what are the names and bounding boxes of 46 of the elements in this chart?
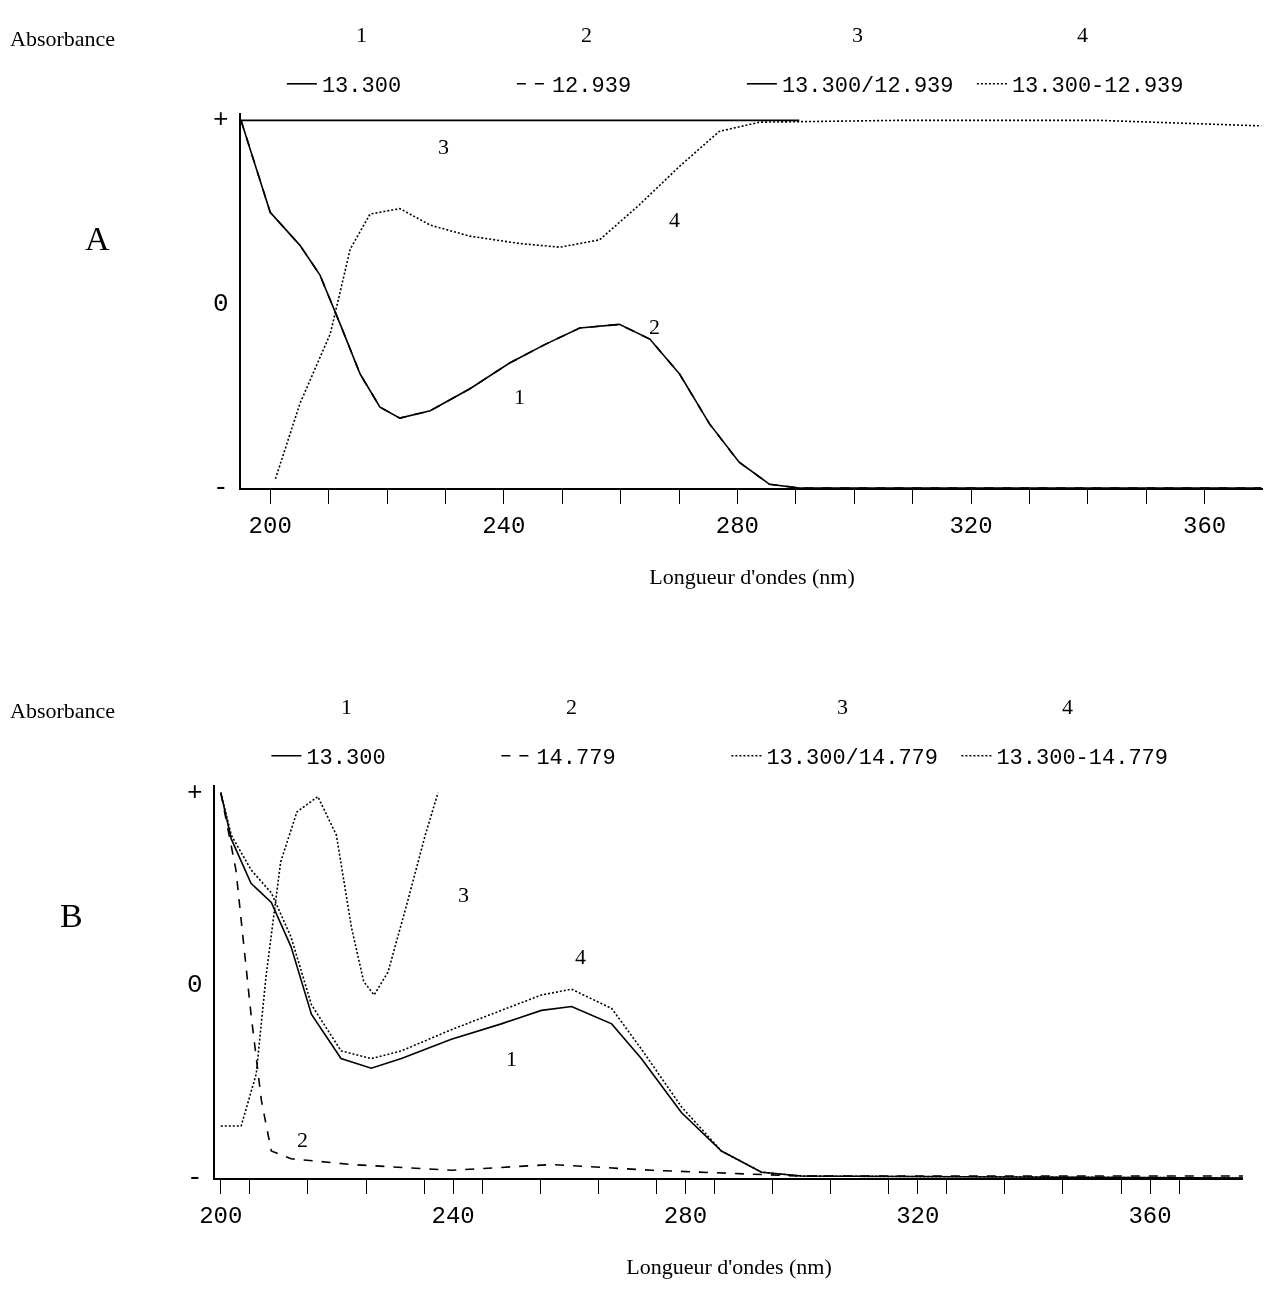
annotation: 1 bbox=[514, 384, 525, 409]
x-tick-label: 240 bbox=[482, 512, 526, 540]
legend-label: 13.300-14.779 bbox=[996, 746, 1169, 772]
text: 3 bbox=[852, 22, 863, 47]
text: A bbox=[85, 220, 110, 257]
x-tick-label: 200 bbox=[248, 512, 292, 540]
text: + bbox=[213, 105, 229, 135]
annotation: 1 bbox=[506, 1046, 517, 1071]
x-tick-label: 320 bbox=[896, 1202, 940, 1230]
x-tick-label: 320 bbox=[949, 512, 993, 540]
text: - bbox=[213, 473, 229, 503]
text: 1 bbox=[356, 22, 367, 47]
text: 2 bbox=[566, 694, 577, 719]
text: 0 bbox=[213, 289, 229, 319]
legend-label: 12.939 bbox=[551, 74, 632, 100]
x-tick-label: 280 bbox=[663, 1202, 708, 1230]
text: 1 bbox=[341, 694, 352, 719]
annotation: 2 bbox=[297, 1127, 308, 1152]
annotation: 3 bbox=[438, 134, 449, 159]
annotation: 4 bbox=[575, 944, 586, 969]
text: + bbox=[187, 778, 203, 808]
text: 4 bbox=[1077, 22, 1088, 47]
x-tick-label: 360 bbox=[1182, 512, 1227, 540]
x-tick-label: 360 bbox=[1128, 1202, 1172, 1230]
text: - bbox=[187, 1163, 203, 1193]
y-axis-title: Absorbance bbox=[10, 698, 116, 723]
annotation: 4 bbox=[669, 207, 680, 232]
x-axis-title: Longueur d'ondes (nm) bbox=[626, 1254, 832, 1280]
legend-label: 13.300/14.779 bbox=[766, 746, 939, 772]
legend-label: 14.779 bbox=[536, 746, 616, 772]
x-tick-label: 240 bbox=[431, 1202, 475, 1230]
annotation: 3 bbox=[458, 882, 469, 907]
x-axis-title: Longueur d'ondes (nm) bbox=[649, 564, 855, 590]
text: 2 bbox=[581, 22, 592, 47]
x-tick-label: 200 bbox=[199, 1202, 243, 1230]
text: B bbox=[60, 897, 83, 934]
text: 4 bbox=[1062, 694, 1073, 719]
text: 3 bbox=[837, 694, 848, 719]
legend-label: 13.300 bbox=[306, 746, 386, 772]
y-axis-title: Absorbance bbox=[10, 26, 116, 51]
annotation: 2 bbox=[649, 314, 660, 339]
legend-label: 13.300-12.939 bbox=[1011, 74, 1184, 100]
legend-label: 13.300/12.939 bbox=[781, 74, 954, 100]
text: 0 bbox=[187, 970, 203, 1000]
x-tick-label: 280 bbox=[715, 512, 760, 540]
legend-label: 13.300 bbox=[321, 74, 402, 100]
